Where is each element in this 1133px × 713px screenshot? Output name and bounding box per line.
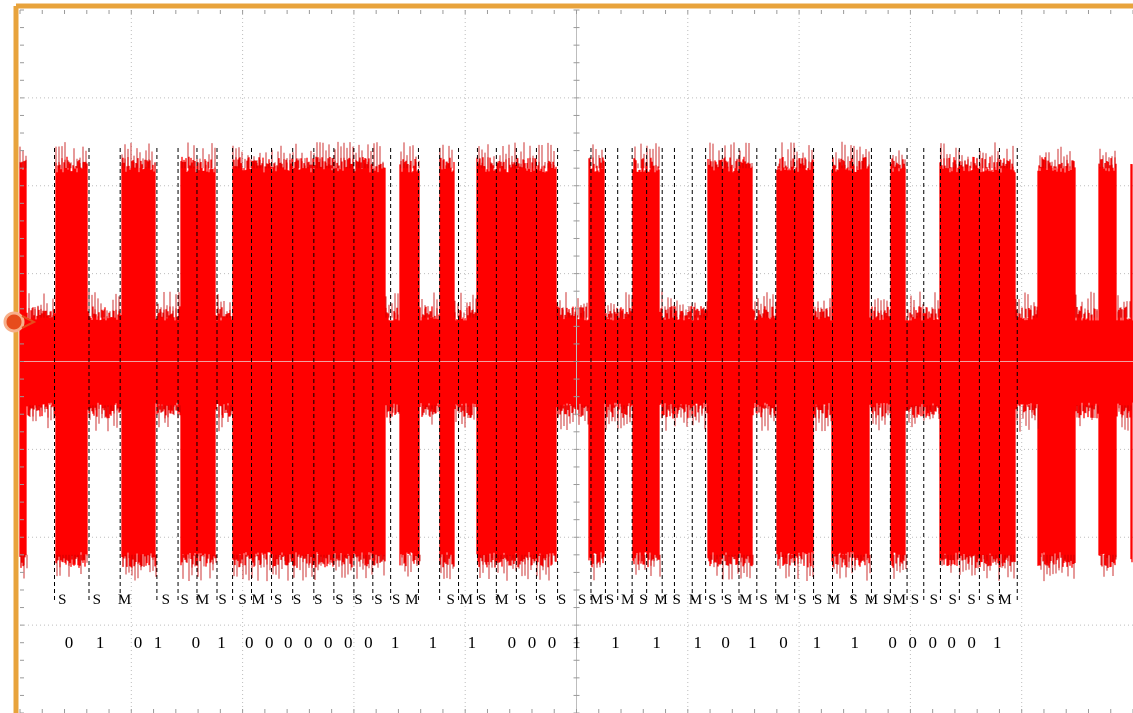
bit-label: 0: [528, 633, 537, 652]
symbol-label: M: [196, 592, 209, 608]
symbol-label: S: [238, 592, 246, 608]
symbol-label: M: [827, 592, 840, 608]
bit-label: 0: [548, 633, 557, 652]
bit-label: 1: [993, 633, 1002, 652]
symbol-label: S: [181, 592, 189, 608]
bit-label: 0: [908, 633, 917, 652]
symbol-label: M: [118, 592, 131, 608]
trigger-level-marker: [3, 311, 37, 333]
bit-label: 1: [96, 633, 105, 652]
bit-label: 1: [217, 633, 226, 652]
symbol-label: S: [374, 592, 382, 608]
symbol-label: S: [293, 592, 301, 608]
symbol-label: S: [673, 592, 681, 608]
bit-label: 0: [245, 633, 254, 652]
symbol-label: S: [708, 592, 716, 608]
symbol-label: M: [893, 592, 906, 608]
symbol-boundary-markers: [54, 148, 1018, 600]
bit-label: 0: [947, 633, 956, 652]
signal-noise-spikes: [19, 141, 1132, 582]
symbol-label: S: [849, 592, 857, 608]
bit-label: 0: [344, 633, 353, 652]
bit-label: 0: [192, 633, 201, 652]
bit-label: 0: [65, 633, 74, 652]
bit-label: 1: [391, 633, 400, 652]
symbol-label: M: [689, 592, 702, 608]
symbol-label: M: [252, 592, 265, 608]
bit-label: 1: [429, 633, 438, 652]
symbol-label: S: [518, 592, 526, 608]
symbol-label: S: [558, 592, 566, 608]
symbol-label: S: [354, 592, 362, 608]
symbol-label: M: [654, 592, 667, 608]
symbol-label: S: [538, 592, 546, 608]
symbol-label: S: [218, 592, 226, 608]
trigger-arrow-icon: [21, 315, 37, 329]
bit-label: 0: [364, 633, 373, 652]
symbol-label: S: [759, 592, 767, 608]
symbol-label: S: [814, 592, 822, 608]
bit-label: 0: [265, 633, 274, 652]
bit-label: 1: [154, 633, 163, 652]
symbol-label: S: [930, 592, 938, 608]
symbol-label: S: [314, 592, 322, 608]
symbol-label: M: [998, 592, 1011, 608]
symbol-label: S: [798, 592, 806, 608]
bit-label: 0: [967, 633, 976, 652]
symbol-label: S: [606, 592, 614, 608]
symbol-label: M: [460, 592, 473, 608]
symbol-label: M: [776, 592, 789, 608]
bit-label: 1: [652, 633, 661, 652]
symbol-label: S: [724, 592, 732, 608]
bit-label: 0: [779, 633, 788, 652]
bit-label: 0: [134, 633, 143, 652]
symbol-label: S: [274, 592, 282, 608]
symbol-label: S: [58, 592, 66, 608]
symbol-label: M: [405, 592, 418, 608]
bit-label: 0: [324, 633, 333, 652]
symbol-label: S: [639, 592, 647, 608]
screen-frame: [13, 3, 1133, 713]
symbol-label: S: [478, 592, 486, 608]
bit-label: 0: [928, 633, 937, 652]
bit-label: 1: [572, 633, 581, 652]
bit-label: 0: [721, 633, 730, 652]
symbol-label: S: [911, 592, 919, 608]
symbol-label: S: [162, 592, 170, 608]
symbol-label: S: [949, 592, 957, 608]
bit-label: 0: [304, 633, 313, 652]
bit-label: 1: [611, 633, 620, 652]
symbol-label: S: [447, 592, 455, 608]
bit-label: 1: [748, 633, 757, 652]
symbol-label: M: [590, 592, 603, 608]
bit-label: 1: [468, 633, 477, 652]
bit-label: 0: [284, 633, 293, 652]
bit-label: 0: [508, 633, 517, 652]
circle-arrow-icon: [3, 311, 25, 333]
symbol-label: S: [335, 592, 343, 608]
bit-label: 1: [851, 633, 860, 652]
symbol-label: S: [578, 592, 586, 608]
symbol-label: S: [967, 592, 975, 608]
symbol-label: M: [865, 592, 878, 608]
center-axes: [19, 9, 1133, 713]
bit-label: 1: [694, 633, 703, 652]
symbol-label: M: [739, 592, 752, 608]
bit-label: 1: [813, 633, 822, 652]
symbol-label: S: [392, 592, 400, 608]
bit-label: 0: [888, 633, 897, 652]
symbol-label: M: [495, 592, 508, 608]
symbol-label: S: [986, 592, 994, 608]
symbol-label: M: [621, 592, 634, 608]
symbol-label: S: [883, 592, 891, 608]
symbol-label: S: [93, 592, 101, 608]
